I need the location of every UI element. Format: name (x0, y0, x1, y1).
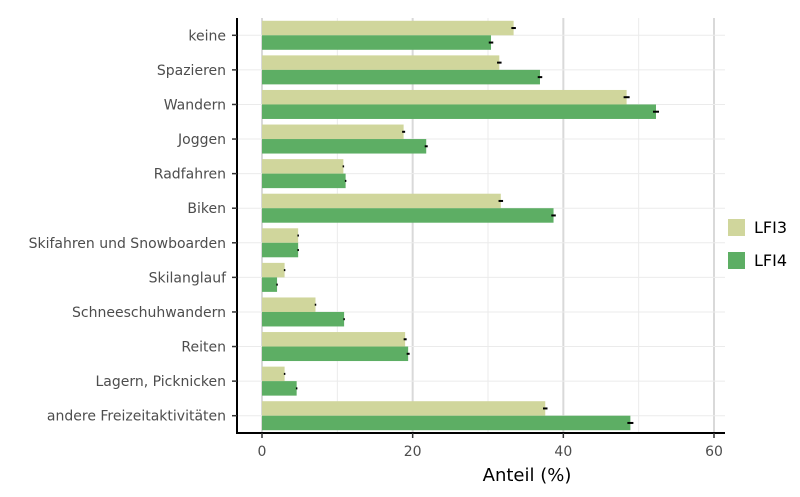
bar-lfi4-7 (262, 242, 299, 258)
y-tick-label: Reiten (181, 340, 226, 356)
bar-lfi4-3 (262, 104, 656, 119)
x-tick-label: 0 (258, 444, 267, 460)
y-tick-label: Radfahren (154, 167, 226, 183)
bar-lfi3-7 (262, 228, 299, 243)
y-tick-label: Schneeschuhwandern (72, 305, 226, 321)
y-tick-label: Skilanglauf (149, 270, 227, 286)
bar-lfi3-1 (262, 20, 514, 36)
legend-key-lfi3 (728, 219, 745, 236)
bar-lfi3-4 (262, 124, 404, 140)
y-tick-labels: keine Spazieren Wandern Joggen Radfahren Bike… (29, 28, 227, 424)
bar-lfi3-8 (262, 262, 285, 278)
x-tick-label: 20 (404, 444, 422, 460)
bar-lfi4-9 (262, 311, 345, 327)
bar-lfi3-9 (262, 297, 316, 312)
bar-lfi4-6 (262, 208, 554, 223)
bar-lfi4-12 (262, 415, 631, 431)
bar-lfi4-10 (262, 346, 409, 362)
legend-label-lfi4: LFI4 (754, 251, 787, 270)
bar-lfi3-2 (262, 55, 500, 70)
y-tick-label: Skifahren und Snowboarden (29, 236, 226, 252)
bar-lfi4-2 (262, 69, 540, 85)
y-tick-label: Lagern, Picknicken (95, 374, 226, 390)
bar-lfi3-3 (262, 89, 627, 105)
bar-lfi3-5 (262, 159, 344, 174)
bar-lfi4-11 (262, 381, 297, 396)
axes (232, 18, 725, 438)
y-tick-label: keine (188, 28, 226, 44)
bar-lfi4-4 (262, 139, 427, 154)
x-tick-labels: 0 20 40 60 (258, 444, 723, 460)
y-tick-label: Biken (187, 201, 226, 217)
y-tick-label: andere Freizeitaktivitäten (47, 409, 226, 425)
x-tick-label: 60 (705, 444, 723, 460)
x-axis-title: Anteil (%) (483, 465, 572, 486)
bars (262, 20, 660, 431)
y-tick-label: Spazieren (157, 63, 226, 79)
legend: LFI3 LFI4 (728, 218, 787, 270)
y-tick-label: Joggen (177, 132, 226, 148)
bar-lfi4-5 (262, 173, 346, 189)
bar-lfi4-8 (262, 277, 278, 292)
bar-lfi3-11 (262, 366, 285, 382)
legend-key-lfi4 (728, 252, 745, 269)
bar-lfi3-10 (262, 332, 406, 347)
x-tick-label: 40 (554, 444, 572, 460)
bar-lfi3-12 (262, 401, 546, 416)
bar-lfi3-6 (262, 193, 501, 209)
bar-lfi4-1 (262, 35, 492, 50)
y-tick-label: Wandern (164, 97, 226, 113)
legend-label-lfi3: LFI3 (754, 218, 787, 237)
